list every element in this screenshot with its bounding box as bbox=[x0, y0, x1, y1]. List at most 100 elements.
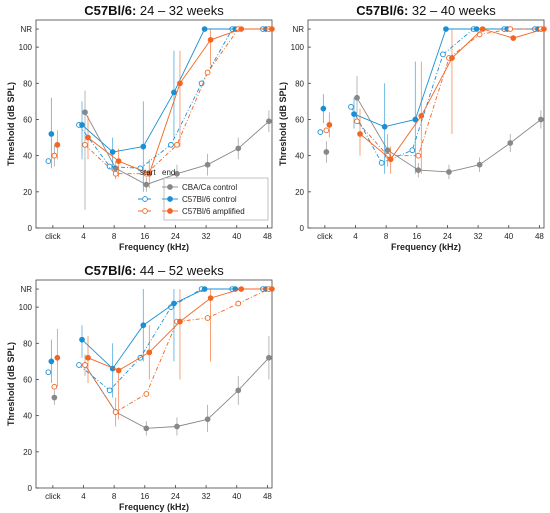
data-point bbox=[476, 31, 483, 38]
series-b6ctrl-start bbox=[317, 26, 538, 166]
legend-start-marker bbox=[142, 208, 148, 214]
y-tick-label: 20 bbox=[23, 448, 32, 457]
data-point bbox=[204, 161, 211, 168]
y-tick-label: 100 bbox=[19, 43, 33, 52]
plot-frame bbox=[307, 19, 545, 229]
data-point bbox=[140, 322, 147, 329]
x-tick-label: 16 bbox=[140, 492, 149, 501]
x-tick-label: click bbox=[45, 232, 62, 241]
x-tick-label: 32 bbox=[474, 232, 483, 241]
legend-start-label: start bbox=[140, 168, 156, 177]
data-point bbox=[201, 26, 208, 32]
data-point bbox=[269, 286, 275, 292]
x-tick-label: 24 bbox=[443, 232, 452, 241]
data-point bbox=[541, 26, 547, 32]
x-tick-label: 4 bbox=[81, 492, 86, 501]
series-b6amp-end bbox=[54, 26, 275, 189]
series-line bbox=[350, 28, 535, 164]
legend-start-marker bbox=[142, 196, 148, 202]
data-point bbox=[381, 123, 388, 130]
data-point bbox=[326, 122, 333, 128]
data-point bbox=[79, 122, 85, 128]
data-point bbox=[168, 141, 174, 148]
data-point bbox=[235, 387, 242, 394]
series-line bbox=[78, 288, 263, 391]
x-tick-label: 40 bbox=[232, 492, 241, 501]
x-tick-label: 48 bbox=[535, 232, 544, 241]
x-tick-label: 16 bbox=[140, 232, 149, 241]
data-point bbox=[82, 362, 88, 368]
data-point bbox=[238, 26, 245, 32]
x-tick-label: 8 bbox=[112, 232, 117, 241]
data-point bbox=[384, 147, 391, 154]
data-point bbox=[538, 116, 544, 123]
data-point bbox=[354, 94, 360, 101]
data-point bbox=[440, 51, 446, 58]
data-point bbox=[507, 26, 514, 32]
data-point bbox=[51, 394, 58, 401]
plot-frame bbox=[35, 19, 273, 229]
series-line bbox=[353, 28, 538, 128]
data-point bbox=[106, 163, 113, 170]
x-tick-label: 16 bbox=[412, 232, 421, 241]
plot-frame bbox=[35, 279, 273, 489]
data-point bbox=[82, 141, 88, 148]
data-point bbox=[143, 391, 150, 397]
x-tick-label: 8 bbox=[112, 492, 117, 501]
x-tick-label: 40 bbox=[504, 232, 513, 241]
data-point bbox=[418, 113, 425, 119]
data-point bbox=[354, 118, 360, 125]
data-point bbox=[378, 160, 385, 166]
x-tick-label: 32 bbox=[202, 232, 211, 241]
legend-end-label: end bbox=[162, 168, 175, 177]
data-point bbox=[204, 69, 211, 76]
data-point bbox=[146, 170, 153, 177]
data-point bbox=[323, 127, 330, 134]
data-point bbox=[320, 105, 327, 112]
chart-title: C57Bl/6: 44 – 52 weeks bbox=[84, 263, 224, 278]
series-control-end bbox=[51, 336, 272, 436]
data-point bbox=[473, 26, 480, 32]
data-point bbox=[415, 167, 422, 173]
title-strain: C57Bl/6: bbox=[84, 263, 136, 278]
y-axis-label: Threshold (dB SPL) bbox=[6, 82, 16, 166]
data-point bbox=[204, 315, 211, 321]
data-point bbox=[177, 80, 183, 87]
x-tick-label: 8 bbox=[384, 232, 389, 241]
data-point bbox=[510, 35, 517, 41]
data-point bbox=[115, 158, 122, 164]
x-tick-label: click bbox=[317, 232, 334, 241]
y-tick-label: 60 bbox=[23, 375, 32, 384]
y-tick-label: 80 bbox=[295, 79, 304, 88]
title-strain: C57Bl/6: bbox=[84, 3, 136, 18]
data-point bbox=[207, 295, 214, 301]
y-axis-label: Threshold (dB SPL) bbox=[6, 342, 16, 426]
data-point bbox=[384, 152, 391, 159]
chart-title: C57Bl/6: 32 – 40 weeks bbox=[356, 3, 496, 18]
data-point bbox=[54, 354, 61, 361]
series-control-end bbox=[51, 90, 272, 210]
y-tick-label: 40 bbox=[23, 412, 32, 421]
data-point bbox=[266, 118, 272, 125]
legend-item-label: C57Bl/6 amplified bbox=[182, 207, 245, 216]
x-tick-label: 48 bbox=[263, 492, 272, 501]
y-axis-label: Threshold (dB SPL) bbox=[278, 82, 288, 166]
data-point bbox=[109, 149, 116, 155]
data-point bbox=[171, 300, 177, 307]
title-strain: C57Bl/6: bbox=[356, 3, 408, 18]
series-b6amp-end bbox=[54, 286, 275, 420]
x-tick-label: 4 bbox=[353, 232, 358, 241]
data-point bbox=[140, 143, 147, 150]
data-point bbox=[446, 169, 452, 175]
x-tick-label: 48 bbox=[263, 232, 272, 241]
data-point bbox=[269, 26, 275, 32]
legend-end-marker bbox=[167, 184, 173, 190]
data-point bbox=[387, 156, 394, 163]
data-point bbox=[143, 181, 150, 188]
data-point bbox=[177, 318, 183, 325]
y-tick-label: 0 bbox=[28, 224, 33, 233]
y-tick-label: 20 bbox=[23, 188, 32, 197]
